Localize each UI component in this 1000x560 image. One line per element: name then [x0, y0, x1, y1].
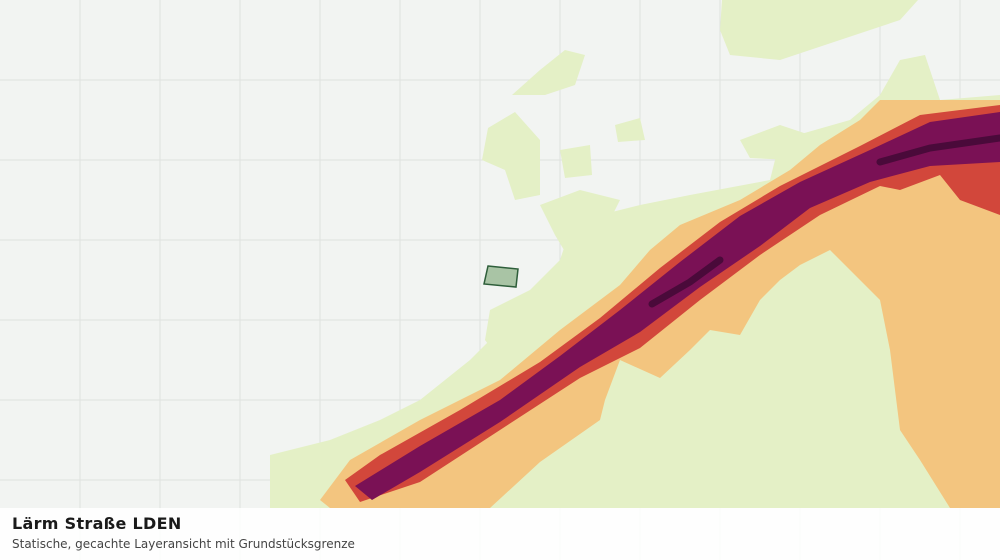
layer-title: Lärm Straße LDEN — [12, 514, 182, 533]
noise-zone-extreme — [648, 134, 1000, 308]
parcel-boundary — [483, 265, 519, 288]
layer-subtitle: Statische, gecachte Layeransicht mit Gru… — [12, 537, 355, 551]
caption-panel: Lärm Straße LDEN Statische, gecachte Lay… — [0, 508, 1000, 560]
noise-zone-very-high — [355, 112, 1000, 500]
